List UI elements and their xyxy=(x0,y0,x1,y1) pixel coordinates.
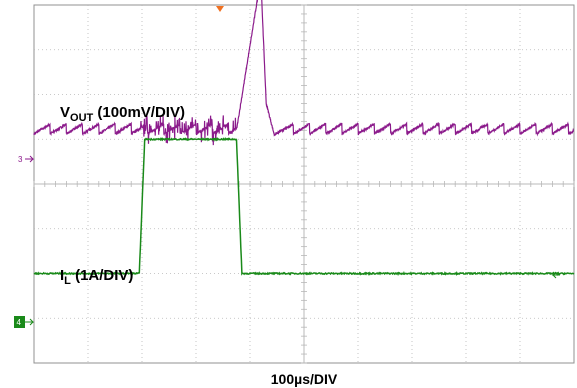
vout-trace xyxy=(33,0,575,146)
trigger-position-marker xyxy=(216,6,224,12)
scope-grid xyxy=(33,4,575,364)
x-axis-label: 100µs/DIV xyxy=(271,371,338,387)
il-label: IL (1A/DIV) xyxy=(60,267,133,287)
ch4-reference-arrow xyxy=(551,271,560,279)
scope-traces xyxy=(33,0,575,276)
inductor-current-trace xyxy=(33,136,575,276)
ch4-marker-box xyxy=(14,316,25,328)
ch4-ground-marker: 4 xyxy=(14,316,35,328)
vout-label: VOUT (100mV/DIV) xyxy=(60,104,185,124)
ch3-marker-label: 3 xyxy=(18,155,23,164)
ch3-ground-marker: 3 xyxy=(18,155,35,164)
ch4-marker-label: 4 xyxy=(17,318,22,327)
